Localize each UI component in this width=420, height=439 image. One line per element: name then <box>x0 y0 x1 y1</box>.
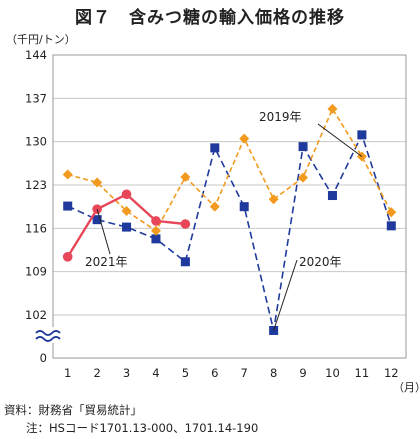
data-point <box>180 219 191 229</box>
x-tick-label: 12 <box>384 366 399 380</box>
series-2019年 <box>62 103 397 236</box>
figure-title: 図７ 含みつ糖の輸入価格の推移 <box>75 8 345 28</box>
data-point <box>239 202 249 212</box>
y-tick-label: 144 <box>25 48 47 62</box>
x-tick-label: 11 <box>355 366 370 380</box>
series-label: 2021年 <box>85 255 128 269</box>
grid-lines <box>53 97 406 316</box>
series-line <box>67 107 392 232</box>
source-label: 資料：財務省「貿易統計」 <box>4 403 142 417</box>
data-point <box>62 252 73 262</box>
data-point <box>327 191 337 201</box>
y-tick-label: 102 <box>25 308 47 322</box>
data-point <box>63 201 73 211</box>
y-tick-label: 130 <box>25 135 47 149</box>
callout-leader <box>317 123 363 157</box>
y-tick-label: 116 <box>25 221 47 235</box>
callout-leader <box>96 209 111 255</box>
data-point <box>151 234 161 244</box>
y-tick-label: 137 <box>25 91 47 105</box>
data-point <box>268 194 279 205</box>
data-point <box>357 130 367 140</box>
series-label: 2020年 <box>299 255 342 269</box>
y-tick-labels: 0 102 109 116 123 130 137 144 <box>25 48 47 365</box>
data-point <box>298 172 309 183</box>
plot-frame <box>52 54 407 359</box>
data-point <box>386 221 396 231</box>
data-point <box>150 225 161 236</box>
series-line <box>67 132 393 331</box>
y-axis-label: （千円/トン） <box>6 33 76 46</box>
x-tick-label: 3 <box>123 366 130 380</box>
data-point <box>210 143 220 153</box>
series-label: 2019年 <box>259 110 302 124</box>
y-tick-label: 123 <box>25 178 47 192</box>
series-2020年 <box>63 130 396 335</box>
x-tick-label: 9 <box>299 366 306 380</box>
callout-leader <box>273 259 298 331</box>
data-point <box>121 189 132 200</box>
data-point <box>122 222 132 232</box>
x-tick-label: 2 <box>93 366 100 380</box>
data-point <box>298 142 308 152</box>
x-axis-label: （月） <box>393 381 420 394</box>
data-point <box>180 257 190 267</box>
data-point <box>92 177 103 188</box>
axis-break-wave <box>35 330 61 336</box>
x-tick-label: 8 <box>270 366 277 380</box>
x-tick-label: 7 <box>241 366 248 380</box>
data-point <box>327 103 338 114</box>
data-point <box>239 133 250 144</box>
x-tick-labels: 1 2 3 4 5 6 7 8 9 10 11 12 <box>64 366 399 380</box>
data-point <box>386 207 397 218</box>
x-tick-label: 4 <box>152 366 159 380</box>
data-point <box>62 169 73 180</box>
x-tick-label: 5 <box>182 366 189 380</box>
x-tick-label: 6 <box>211 366 218 380</box>
data-point <box>180 171 191 182</box>
y-tick-label: 0 <box>40 351 47 365</box>
data-point <box>209 201 220 212</box>
axis-break-icon <box>34 327 61 343</box>
data-point <box>121 206 132 216</box>
y-tick-label: 109 <box>25 265 47 279</box>
series-lines <box>62 103 397 335</box>
x-tick-label: 1 <box>64 366 71 380</box>
data-point <box>92 215 102 225</box>
series-callouts: 2019年 2020年 2021年 <box>85 110 363 331</box>
x-tick-label: 10 <box>325 366 340 380</box>
note-label: 注：HSコード1701.13-000、1701.14-190 <box>26 421 259 435</box>
axis-break-wave <box>35 336 61 342</box>
data-point <box>151 216 161 226</box>
